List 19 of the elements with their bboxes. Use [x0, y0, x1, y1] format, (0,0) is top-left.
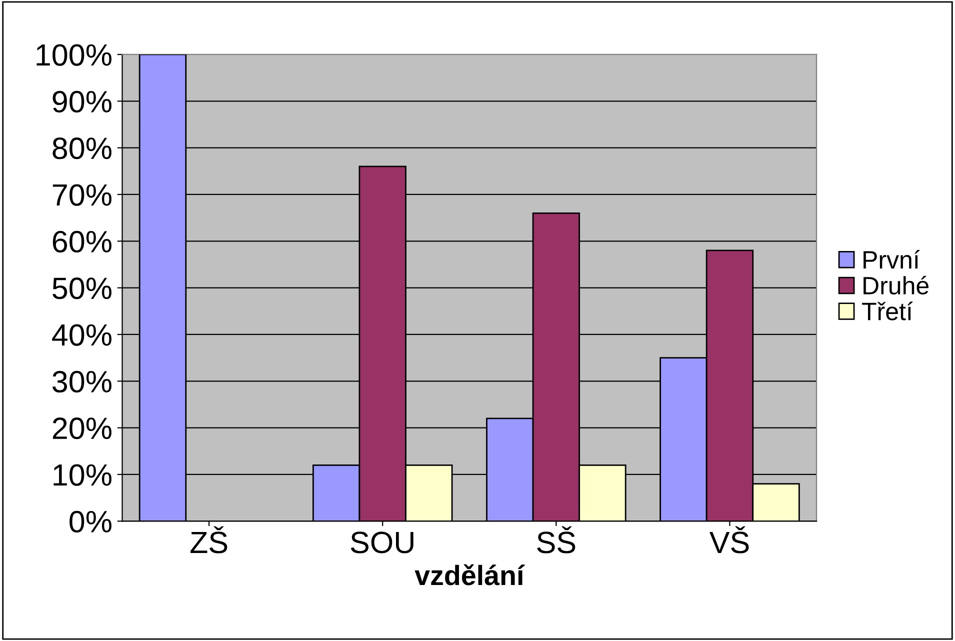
y-tick-label: 40% — [52, 324, 112, 346]
x-tick-label: SŠ — [537, 526, 576, 554]
y-tick-label: 50% — [52, 278, 112, 300]
x-axis-title: vzdělání — [414, 564, 525, 586]
y-tick-label: 30% — [52, 370, 112, 393]
legend-label: Druhé — [864, 276, 929, 295]
y-tick-label: 10% — [54, 464, 112, 486]
y-tick-label: 20% — [52, 418, 112, 440]
x-tick-label: SOU — [350, 532, 414, 554]
y-tick-label: 90% — [52, 90, 112, 113]
y-tick-label: 60% — [52, 230, 112, 253]
legend-label: Třetí — [862, 302, 913, 320]
y-tick-label: 80% — [52, 138, 112, 160]
x-tick-label: VŠ — [709, 526, 749, 554]
x-tick-label: ZŠ — [190, 526, 228, 554]
legend-label: První — [864, 250, 920, 268]
y-tick-label: 100% — [36, 44, 112, 66]
y-tick-label: 0% — [70, 510, 112, 533]
y-tick-label: 70% — [52, 184, 112, 206]
